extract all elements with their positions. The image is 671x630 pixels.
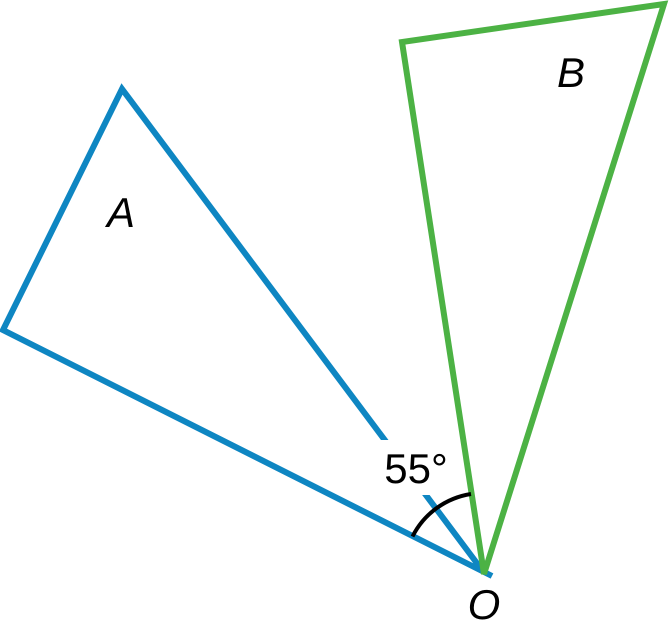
triangle-b-outline (398, 0, 669, 575)
triangle-a-outline (0, 83, 494, 579)
triangle-b-label: B (557, 49, 585, 96)
vertex-o-label: O (468, 581, 501, 628)
angle-arc (410, 492, 472, 538)
angle-label-background (380, 440, 452, 495)
triangle-a-label: A (104, 189, 135, 236)
angle-measure-label: 55° (384, 445, 448, 492)
